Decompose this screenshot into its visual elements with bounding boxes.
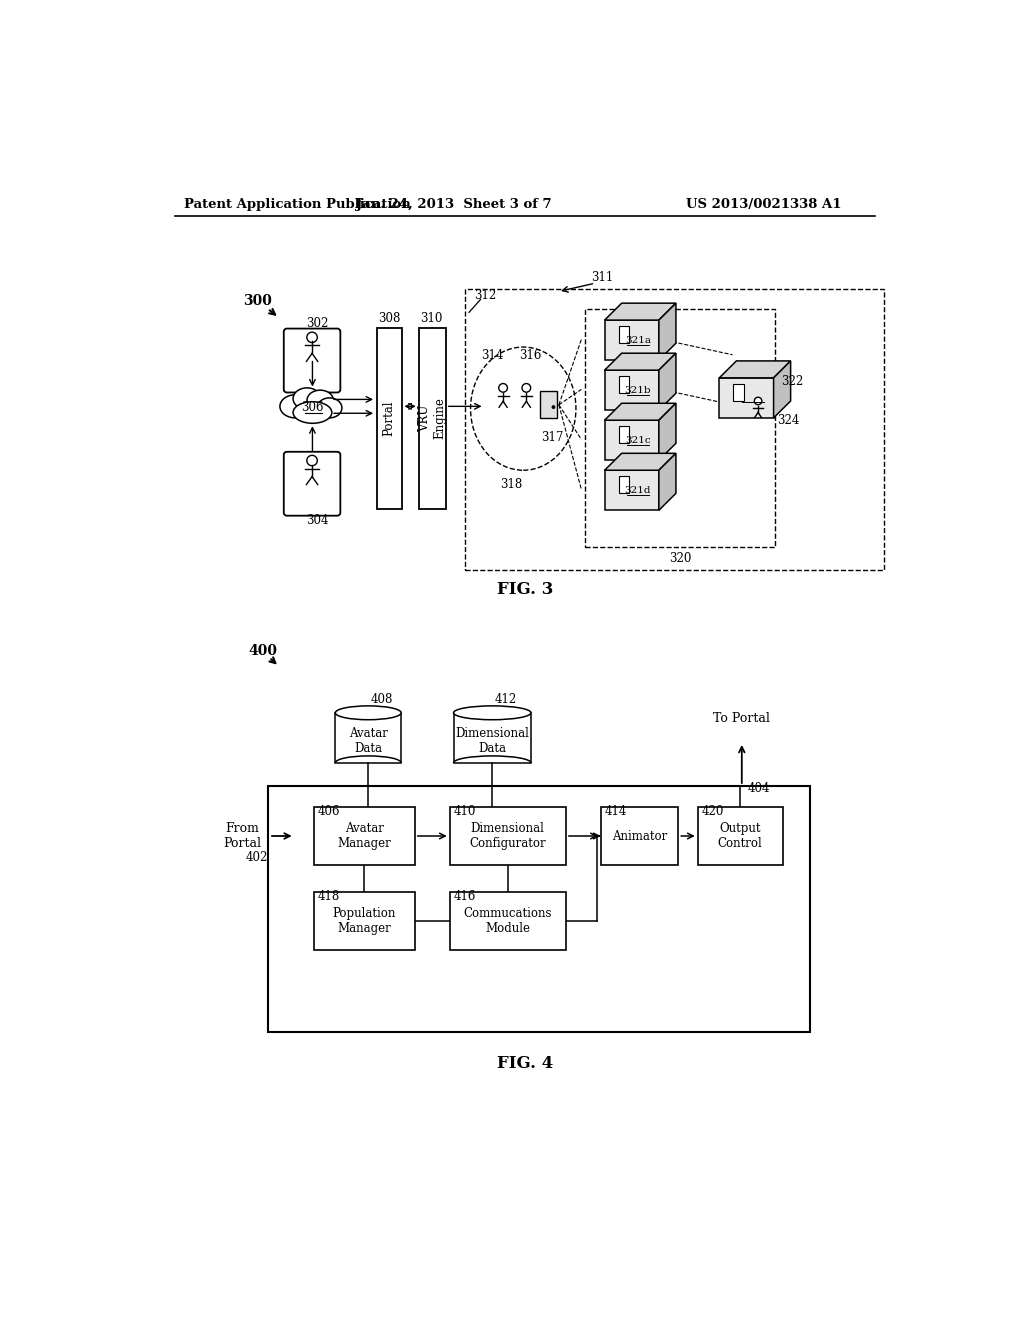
Polygon shape xyxy=(773,360,791,418)
Bar xyxy=(618,426,630,444)
Text: 414: 414 xyxy=(604,805,627,818)
Text: 412: 412 xyxy=(495,693,517,706)
Text: 400: 400 xyxy=(248,644,278,659)
Text: Population
Manager: Population Manager xyxy=(333,907,396,935)
Text: 318: 318 xyxy=(501,478,522,491)
Bar xyxy=(604,370,658,411)
Bar xyxy=(618,376,630,393)
Text: FIG. 3: FIG. 3 xyxy=(497,581,553,598)
Text: 408: 408 xyxy=(371,693,393,706)
Text: Dimensional
Data: Dimensional Data xyxy=(456,727,529,755)
Text: Avatar
Data: Avatar Data xyxy=(349,727,388,755)
Text: 304: 304 xyxy=(306,513,329,527)
Ellipse shape xyxy=(280,395,311,418)
Polygon shape xyxy=(719,360,791,378)
FancyBboxPatch shape xyxy=(284,451,340,516)
Text: Animator: Animator xyxy=(612,829,667,842)
Ellipse shape xyxy=(335,706,401,719)
Text: 418: 418 xyxy=(317,890,340,903)
Text: 406: 406 xyxy=(317,805,340,818)
Bar xyxy=(267,785,810,1032)
Ellipse shape xyxy=(454,706,531,719)
Text: 306: 306 xyxy=(301,401,324,414)
Bar xyxy=(604,420,658,461)
Text: 321d: 321d xyxy=(625,486,651,495)
Text: 404: 404 xyxy=(748,781,770,795)
Text: 314: 314 xyxy=(481,348,504,362)
Text: Portal: Portal xyxy=(383,400,395,436)
Text: 420: 420 xyxy=(701,805,724,818)
Ellipse shape xyxy=(317,397,342,418)
Ellipse shape xyxy=(293,401,332,424)
Bar xyxy=(586,309,775,548)
Bar xyxy=(604,470,658,511)
Bar xyxy=(541,391,557,418)
Polygon shape xyxy=(658,304,676,360)
Ellipse shape xyxy=(307,391,334,411)
Text: 324: 324 xyxy=(777,413,800,426)
Circle shape xyxy=(307,333,317,343)
Text: 302: 302 xyxy=(306,317,329,330)
Bar xyxy=(719,378,773,418)
Text: Commucations
Module: Commucations Module xyxy=(464,907,552,935)
Text: 316: 316 xyxy=(519,348,542,362)
Bar xyxy=(604,321,658,360)
Bar xyxy=(419,327,445,508)
Polygon shape xyxy=(658,453,676,511)
Circle shape xyxy=(522,384,530,392)
Text: 300: 300 xyxy=(243,294,271,308)
Text: Jan. 24, 2013  Sheet 3 of 7: Jan. 24, 2013 Sheet 3 of 7 xyxy=(355,198,551,211)
Bar xyxy=(450,807,566,865)
Bar xyxy=(335,713,401,763)
Bar xyxy=(733,384,744,401)
Bar xyxy=(618,326,630,343)
Bar xyxy=(314,807,415,865)
Bar xyxy=(465,289,884,570)
Bar xyxy=(454,713,531,763)
Text: From
Portal: From Portal xyxy=(223,822,262,850)
Text: To Portal: To Portal xyxy=(714,713,770,726)
Text: 410: 410 xyxy=(454,805,476,818)
Bar xyxy=(377,327,401,508)
Text: 320: 320 xyxy=(669,552,691,565)
Circle shape xyxy=(552,405,555,409)
Polygon shape xyxy=(658,354,676,411)
Circle shape xyxy=(755,397,762,405)
Text: 321b: 321b xyxy=(625,385,651,395)
FancyBboxPatch shape xyxy=(284,329,340,392)
Text: Dimensional
Configurator: Dimensional Configurator xyxy=(469,822,546,850)
Text: 402: 402 xyxy=(246,851,268,865)
Text: 311: 311 xyxy=(591,271,613,284)
Text: Avatar
Manager: Avatar Manager xyxy=(338,822,391,850)
Text: US 2013/0021338 A1: US 2013/0021338 A1 xyxy=(686,198,842,211)
Polygon shape xyxy=(604,354,676,370)
Text: 322: 322 xyxy=(781,375,804,388)
Polygon shape xyxy=(658,404,676,461)
Text: FIG. 4: FIG. 4 xyxy=(497,1055,553,1072)
Bar xyxy=(697,807,783,865)
Text: 321c: 321c xyxy=(625,436,651,445)
Circle shape xyxy=(499,384,508,392)
Text: 310: 310 xyxy=(420,312,442,325)
Text: 416: 416 xyxy=(454,890,476,903)
Polygon shape xyxy=(604,304,676,321)
Polygon shape xyxy=(604,404,676,420)
Polygon shape xyxy=(604,453,676,470)
Text: 308: 308 xyxy=(378,312,400,325)
Text: 317: 317 xyxy=(542,430,564,444)
Circle shape xyxy=(307,455,317,466)
Text: Output
Control: Output Control xyxy=(718,822,763,850)
Bar xyxy=(618,477,630,494)
Text: VRU
Engine: VRU Engine xyxy=(418,397,446,440)
Text: 312: 312 xyxy=(474,289,497,302)
Bar xyxy=(601,807,678,865)
Bar xyxy=(314,892,415,949)
Text: 321a: 321a xyxy=(625,335,651,345)
Bar xyxy=(450,892,566,949)
Text: Patent Application Publication: Patent Application Publication xyxy=(183,198,411,211)
Ellipse shape xyxy=(293,388,321,409)
